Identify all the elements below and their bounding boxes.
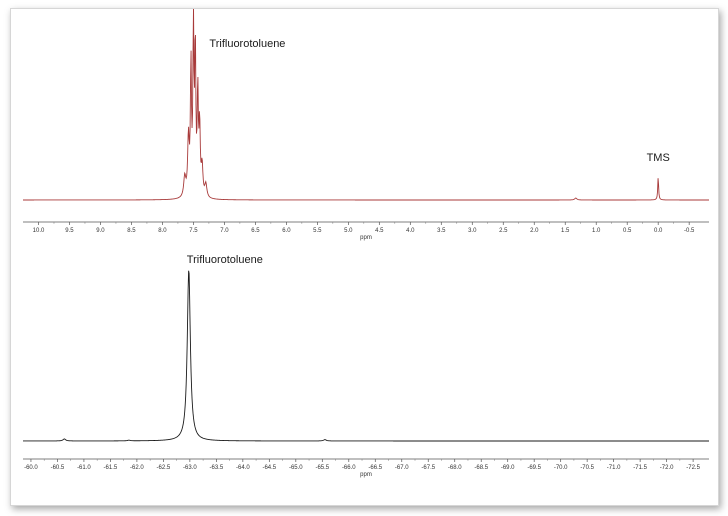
- proton-x-axis-title: ppm: [360, 235, 372, 241]
- proton-x-ticks: 10.0 9.5 9.0 8.5 8.0 7.5 7.0 6.5 6.0 5.5 5.0 4.5 4.0…: [33, 222, 695, 234]
- x-tick-label: -62.0: [130, 465, 144, 471]
- fluorine-spectrum-trace: [23, 270, 709, 442]
- x-tick-label: -63.5: [210, 465, 224, 471]
- x-tick-label: 7.5: [189, 228, 198, 234]
- fluorine-peak-label-trifluorotoluene: Trifluorotoluene: [187, 254, 263, 266]
- x-tick-label: -63.0: [183, 465, 197, 471]
- x-tick-label: -65.0: [289, 465, 303, 471]
- x-tick-label: 8.0: [158, 228, 167, 234]
- x-tick-label: -60.0: [24, 465, 38, 471]
- x-tick-label: -68.0: [448, 465, 462, 471]
- x-tick-label: -72.5: [686, 465, 700, 471]
- fluorine-x-axis-title: ppm: [360, 472, 372, 478]
- x-tick-label: 5.5: [313, 228, 322, 234]
- x-tick-label: 6.0: [282, 228, 291, 234]
- x-tick-label: 9.0: [96, 228, 105, 234]
- x-tick-label: -67.0: [395, 465, 409, 471]
- x-tick-label: 2.0: [530, 228, 539, 234]
- x-tick-label: 2.5: [499, 228, 508, 234]
- proton-peak-label-tms: TMS: [647, 152, 670, 164]
- x-tick-label: 4.0: [406, 228, 415, 234]
- x-tick-label: -66.0: [342, 465, 356, 471]
- x-tick-label: 3.5: [437, 228, 446, 234]
- fluorine-x-ticks: -60.0 -60.5 -61.0 -61.5 -62.0 -62.5 -63.0 -63.5…: [24, 459, 701, 471]
- x-tick-label: -64.0: [236, 465, 250, 471]
- x-tick-label: 9.5: [65, 228, 74, 234]
- proton-spectrum-trace: [23, 9, 709, 201]
- x-tick-label: -71.0: [607, 465, 621, 471]
- x-tick-label: -70.0: [554, 465, 568, 471]
- x-tick-label: -69.0: [501, 465, 515, 471]
- x-tick-label: 10.0: [33, 228, 45, 234]
- x-tick-label: -0.5: [684, 228, 695, 234]
- fluorine-spectrum-panel: -60.0 -60.5 -61.0 -61.5 -62.0 -62.5 -63.0 -63.5…: [23, 254, 709, 478]
- x-tick-label: -71.5: [633, 465, 647, 471]
- x-tick-label: -69.5: [527, 465, 541, 471]
- x-tick-label: 0.0: [654, 228, 663, 234]
- x-tick-label: 8.5: [127, 228, 136, 234]
- x-tick-label: 7.0: [220, 228, 229, 234]
- nmr-spectra-figure: 10.0 9.5 9.0 8.5 8.0 7.5 7.0 6.5 6.0 5.5 5.0 4.5 4.0…: [23, 9, 709, 478]
- x-tick-label: -61.0: [77, 465, 91, 471]
- x-tick-label: -62.5: [157, 465, 171, 471]
- x-tick-label: -66.5: [368, 465, 382, 471]
- x-tick-label: 4.5: [375, 228, 384, 234]
- proton-spectrum-panel: 10.0 9.5 9.0 8.5 8.0 7.5 7.0 6.5 6.0 5.5 5.0 4.5 4.0…: [23, 9, 709, 241]
- proton-peak-label-trifluorotoluene: Trifluorotoluene: [209, 38, 285, 50]
- x-tick-label: 6.5: [251, 228, 260, 234]
- x-tick-label: -72.0: [660, 465, 674, 471]
- x-tick-label: -64.5: [262, 465, 276, 471]
- x-tick-label: -70.5: [580, 465, 594, 471]
- x-tick-label: -67.5: [421, 465, 435, 471]
- x-tick-label: 0.5: [623, 228, 632, 234]
- x-tick-label: -65.5: [315, 465, 329, 471]
- x-tick-label: -68.5: [474, 465, 488, 471]
- x-tick-label: 1.5: [561, 228, 570, 234]
- x-tick-label: 5.0: [344, 228, 353, 234]
- figure-card: 10.0 9.5 9.0 8.5 8.0 7.5 7.0 6.5 6.0 5.5 5.0 4.5 4.0…: [10, 8, 719, 506]
- x-tick-label: 1.0: [592, 228, 601, 234]
- x-tick-label: -60.5: [51, 465, 65, 471]
- x-tick-label: 3.0: [468, 228, 477, 234]
- x-tick-label: -61.5: [104, 465, 118, 471]
